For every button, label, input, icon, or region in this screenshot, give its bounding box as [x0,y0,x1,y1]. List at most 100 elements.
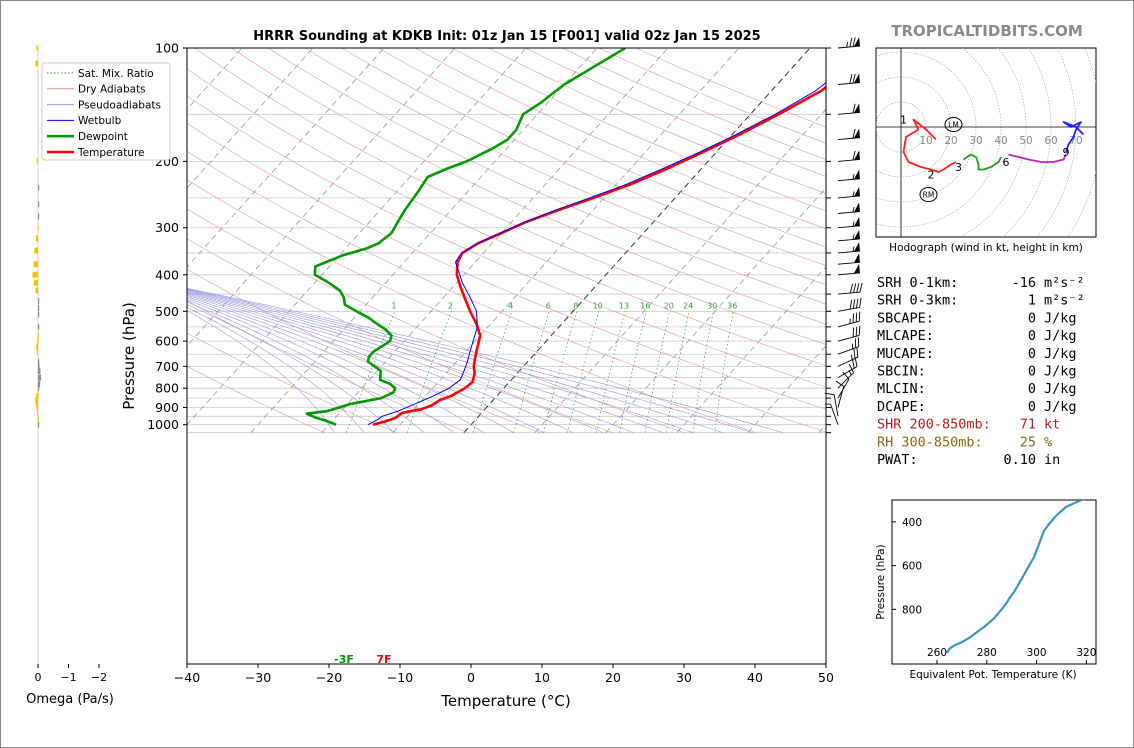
y-axis-label: Pressure (hPa) [120,302,138,410]
mixing-ratio-label-10: 30 [707,301,717,310]
omega-bar-20 [36,348,38,355]
hodograph-trace-2 [963,153,1002,171]
omega-tick-label-0: 0 [35,671,42,684]
index-label-5: SBCIN: [877,364,926,380]
wind-barb-22 [835,380,845,408]
wind-barb-23 [824,392,839,417]
chart-legend: Sat. Mix. Ratio Dry Adiabats Pseudoadiabat… [41,62,171,161]
index-value-7: 0 [1028,399,1036,415]
storm-motion-label-1: RM [923,191,935,200]
index-row-2: SBCAPE: 0 J/kg [877,310,1077,326]
y-tick-label-8: 900 [155,400,179,415]
index-label-1: SRH 0-3km: [877,293,958,309]
x-tick-label-2: −20 [316,670,342,685]
wind-barb-18 [837,347,859,367]
index-unit-3: J/kg [1044,328,1077,344]
hodograph-ring-label-5: 60 [1044,135,1057,147]
y-tick-label-5: 600 [155,334,179,349]
wind-barb-19 [837,357,858,379]
mixing-ratio-label-5: 10 [593,301,603,310]
index-row-0: SRH 0-1km: -16 m²s⁻² [877,275,1085,291]
index-unit-1: m²s⁻² [1044,293,1085,309]
wind-barb-4 [837,150,860,162]
wind-barb-12 [837,263,860,276]
hodograph-ring-label-4: 50 [1019,135,1032,147]
surface-temperature-label: 7F [376,653,391,666]
theta-e-frame [891,499,1097,665]
legend-label-0: Sat. Mix. Ratio [78,68,154,80]
storm-motion-label-0: LM [948,121,959,130]
omega-bar-10 [32,271,38,278]
index-unit-2: J/kg [1044,310,1077,326]
omega-bar-29 [35,397,38,404]
index-unit-5: J/kg [1044,364,1077,380]
y-tick-label-0: 100 [155,41,179,56]
index-value-5: 0 [1028,364,1036,380]
skewt-series [305,48,826,426]
hodograph-trace-1 [912,118,937,141]
wind-barb-17 [837,337,860,355]
index-row-8: SHR 200-850mb: 71 kt [877,417,1060,433]
index-value-10: 0.10 [1003,452,1036,468]
index-label-2: SBCAPE: [877,310,934,326]
surface-labels: -3F 7F [334,653,391,666]
index-label-6: MLCIN: [877,381,926,397]
hodograph-height-label-3: 6 [1003,156,1010,169]
omega-bar-21 [38,358,40,365]
legend-label-2: Pseudoadiabats [78,99,161,111]
hodograph-height-label-1: 2 [928,169,935,182]
legend-label-1: Dry Adiabats [78,84,146,96]
omega-bar-3 [38,184,40,191]
index-unit-0: m²s⁻² [1044,275,1085,291]
index-row-9: RH 300-850mb: 25% [877,434,1052,450]
site-watermark: TROPICALTIDBITS.COM [891,22,1083,40]
index-row-10: PWAT: 0.10 in [877,452,1060,468]
wind-barbs [824,37,863,425]
x-tick-label-9: 50 [818,670,834,685]
index-row-4: MUCAPE: 0 J/kg [877,346,1077,362]
omega-bar-18 [37,338,39,345]
index-value-4: 0 [1028,346,1036,362]
omega-bar-15 [38,311,40,318]
skewt-background-lines [187,48,826,434]
omega-bar-11 [33,279,38,286]
index-row-6: MLCIN: 0 J/kg [877,381,1077,397]
hodograph-height-label-4: 9 [1063,146,1070,159]
x-axis-label: Temperature (°C) [440,692,570,710]
y-tick-label-3: 400 [155,267,179,282]
mixing-ratio-label-11: 36 [727,301,737,310]
index-label-3: MLCAPE: [877,328,934,344]
index-label-4: MUCAPE: [877,346,934,362]
y-tick-label-2: 300 [155,220,179,235]
theta-e-y-tick-0: 400 [902,517,922,529]
series-line-dewpoint [305,48,627,426]
wind-barb-2 [837,103,860,115]
index-unit-10: in [1044,452,1060,468]
wind-barb-0 [837,37,860,49]
omega-bar-12 [35,287,38,294]
theta-e-line [946,500,1086,654]
mixing-ratio-label-8: 20 [664,301,674,310]
legend-label-3: Wetbulb [78,115,122,127]
index-label-10: PWAT: [877,452,918,468]
wind-barb-10 [837,242,860,254]
omega-bar-33 [37,415,39,422]
hodograph-ring-label-2: 30 [969,135,982,147]
x-tick-label-0: −40 [174,670,200,685]
index-unit-6: J/kg [1044,381,1077,397]
omega-bar-6 [37,224,39,231]
x-tick-label-8: 40 [747,670,763,685]
index-label-8: SHR 200-850mb: [877,417,991,433]
x-tick-label-6: 20 [605,670,621,685]
omega-bar-34 [38,421,40,428]
index-row-5: SBCIN: 0 J/kg [877,364,1077,380]
index-value-9: 25 [1020,434,1036,450]
hodograph-ring-label-3: 40 [994,135,1007,147]
mixing-ratio-label-2: 4 [508,301,513,310]
index-row-3: MLCAPE: 0 J/kg [877,328,1077,344]
x-tick-label-5: 10 [534,670,550,685]
theta-e-x-tick-2: 300 [1027,647,1047,659]
wind-barb-6 [837,187,860,199]
